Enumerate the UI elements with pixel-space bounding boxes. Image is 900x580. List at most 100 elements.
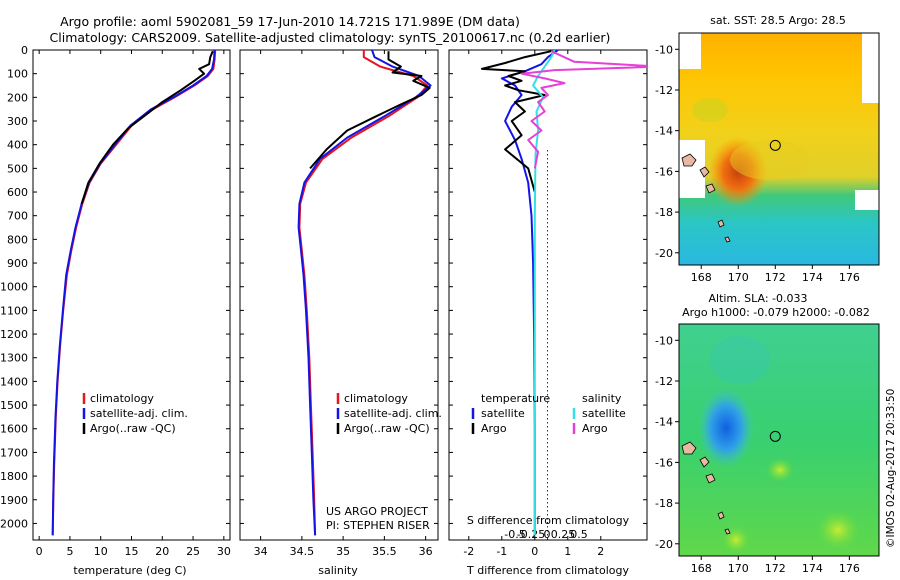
series-line-satellite-adj-clim- xyxy=(297,50,432,536)
temperature-x-axis: 0 5 10 15 20 25 30 xyxy=(36,50,231,558)
series-line-s-argo xyxy=(520,50,647,169)
depth-tick-label: 200 xyxy=(7,91,28,104)
sst-mid-patch xyxy=(730,140,810,180)
pi-credit: PI: STEPHEN RISER xyxy=(326,519,430,532)
map-y-tick-label: -20 xyxy=(655,538,673,551)
map-y-tick-label: -16 xyxy=(655,165,673,178)
depth-tick-label: 1300 xyxy=(0,352,28,365)
salinity-depth-ticks xyxy=(240,49,438,524)
depth-tick-label: 0 xyxy=(21,44,28,57)
sst-missing-data xyxy=(679,33,701,69)
sst-missing-data xyxy=(679,140,705,198)
x-tick-label: -1 xyxy=(496,545,507,558)
legend-label-t-argo: Argo xyxy=(481,422,507,435)
sla-high-anomaly xyxy=(766,458,794,482)
depth-tick-label: 800 xyxy=(7,233,28,246)
figure-title-line2: Climatology: CARS2009. Satellite-adjuste… xyxy=(50,30,611,45)
depth-tick-label: 1000 xyxy=(0,281,28,294)
x-tick-label: -2 xyxy=(463,545,474,558)
project-credit: US ARGO PROJECT xyxy=(326,505,428,518)
sst-map-title: sat. SST: 28.5 Argo: 28.5 xyxy=(710,14,846,27)
map-y-tick-label: -18 xyxy=(655,497,673,510)
x-tick-label: 34 xyxy=(254,545,268,558)
x-tick-label: 0 xyxy=(36,545,43,558)
difference-legend: temperature salinity satellite Argo sate… xyxy=(471,392,626,435)
depth-tick-label: 1100 xyxy=(0,304,28,317)
map-y-tick-label: -20 xyxy=(655,247,673,260)
sst-map-panel: sat. SST: 28.5 Argo: 28.5 168 170 172 174 17… xyxy=(655,14,880,284)
series-line-t-argo xyxy=(481,50,552,193)
map-y-tick-label: -18 xyxy=(655,206,673,219)
sla-map-panel: Altim. SLA: -0.033 Argo h1000: -0.079 h2… xyxy=(655,292,880,575)
depth-tick-label: 1500 xyxy=(0,399,28,412)
figure-title-line1: Argo profile: aoml 5902081_59 17-Jun-201… xyxy=(60,14,520,29)
x2-tick-label: 0.5 xyxy=(570,528,588,541)
sla-high-anomaly xyxy=(816,510,860,550)
difference-x-axis: -2 -1 0 1 2-0.5-0.250 0.250.5 xyxy=(463,50,604,558)
series-line-t-satellite xyxy=(500,50,559,536)
temperature-series xyxy=(51,50,217,536)
legend-label-s-satellite: satellite xyxy=(582,407,626,420)
legend-label-t-satellite: satellite xyxy=(481,407,525,420)
series-line-argo-raw-qc- xyxy=(309,51,431,170)
sst-map-axes: 168 170 172 174 176 -10 -12 -14 -16 -18 -20 xyxy=(655,43,860,284)
temperature-axes-frame xyxy=(32,49,231,541)
x-tick-label: 35.5 xyxy=(372,545,397,558)
map-y-tick-label: -10 xyxy=(655,334,673,347)
map-x-tick-label: 174 xyxy=(802,271,823,284)
x-tick-label: 36 xyxy=(419,545,433,558)
legend-label-s-argo: Argo xyxy=(582,422,608,435)
difference-xlabel: T difference from climatology xyxy=(466,564,629,577)
sst-heatmap xyxy=(679,33,879,265)
x-tick-label: 34.5 xyxy=(290,545,315,558)
salinity-x-axis: 34 34.5 35 35.5 36 xyxy=(254,50,433,558)
depth-tick-label: 1200 xyxy=(0,328,28,341)
depth-tick-label: 1600 xyxy=(0,423,28,436)
map-x-tick-label: 176 xyxy=(839,271,860,284)
x-tick-label: 25 xyxy=(186,545,200,558)
x-tick-label: 30 xyxy=(217,545,231,558)
map-x-tick-label: 172 xyxy=(765,562,786,575)
argo-float-marker xyxy=(769,139,781,151)
sla-low-anomaly xyxy=(698,388,754,468)
x-tick-label: 10 xyxy=(94,545,108,558)
argo-float-marker xyxy=(769,430,781,442)
sla-map-title: Altim. SLA: -0.033 xyxy=(708,292,807,305)
map-x-tick-label: 174 xyxy=(802,562,823,575)
difference-series xyxy=(481,50,647,536)
map-y-tick-label: -10 xyxy=(655,43,673,56)
depth-tick-label: 500 xyxy=(7,162,28,175)
x2-tick-label: -0.25 xyxy=(517,528,545,541)
map-x-tick-label: 176 xyxy=(839,562,860,575)
legend-title-temperature: temperature xyxy=(481,392,550,405)
salinity-axes-frame xyxy=(239,49,439,541)
legend-label-argo: Argo(..raw -QC) xyxy=(344,422,430,435)
map-x-tick-label: 170 xyxy=(728,271,749,284)
depth-tick-label: 300 xyxy=(7,115,28,128)
difference-axes-frame xyxy=(448,49,648,541)
map-x-tick-label: 170 xyxy=(728,562,749,575)
sst-missing-data xyxy=(855,190,879,210)
sla-map-frame xyxy=(678,323,880,557)
x2-tick-label: 0 xyxy=(544,528,551,541)
legend-label-satellite: satellite-adj. clim. xyxy=(344,407,442,420)
x-tick-label: 5 xyxy=(66,545,73,558)
depth-tick-label: 1400 xyxy=(0,375,28,388)
island-outlines xyxy=(681,153,731,243)
difference-x2label: S difference from climatology xyxy=(467,514,630,527)
map-x-tick-label: 168 xyxy=(691,562,712,575)
map-x-tick-label: 168 xyxy=(691,271,712,284)
salinity-xlabel: salinity xyxy=(318,564,358,577)
island-outlines xyxy=(681,441,731,535)
x2-tick-label: -0.5 xyxy=(504,528,525,541)
temperature-xlabel: temperature (deg C) xyxy=(73,564,186,577)
map-y-tick-label: -12 xyxy=(655,375,673,388)
legend-label-climatology: climatology xyxy=(90,392,154,405)
depth-tick-label: 1700 xyxy=(0,446,28,459)
sla-map-axes: 168 170 172 174 176 -10 -12 -14 -16 -18 -20 xyxy=(655,334,860,575)
sst-missing-data xyxy=(862,33,879,103)
x2-tick-label: 0.25 xyxy=(551,528,576,541)
legend-label-satellite: satellite-adj. clim. xyxy=(90,407,188,420)
depth-tick-label: 900 xyxy=(7,257,28,270)
